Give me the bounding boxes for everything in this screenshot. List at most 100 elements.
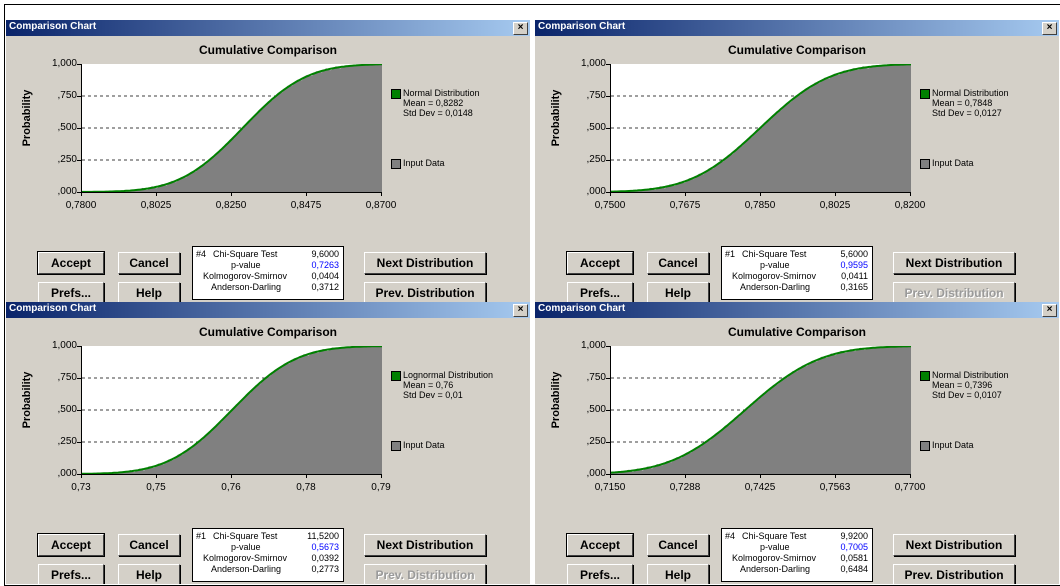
ks-value: 0,0411: [841, 271, 868, 281]
help-button[interactable]: Help: [647, 282, 709, 302]
title-bar: Comparison Chart ×: [535, 302, 1059, 318]
goodness-of-fit-stats: #4 Chi-Square Test 9,6000 p-value 0,7263 Kolm…: [192, 246, 344, 300]
accept-button[interactable]: Accept: [37, 251, 105, 275]
ks-value: 0,0581: [840, 553, 868, 563]
ks-label: Kolmogorov-Smirnov: [732, 271, 817, 281]
accept-button[interactable]: Accept: [37, 533, 105, 557]
chi-square-value: 9,6000: [311, 249, 339, 259]
y-tick-mark: [606, 346, 610, 347]
accept-button[interactable]: Accept: [566, 251, 634, 275]
y-axis-label: Probability: [550, 371, 562, 429]
chi-square-label: Chi-Square Test: [213, 531, 278, 541]
distribution-curve: [611, 346, 911, 474]
y-tick-label: ,750: [57, 372, 77, 383]
prev-distribution-button[interactable]: Prev. Distribution: [364, 282, 486, 302]
cancel-button[interactable]: Cancel: [118, 252, 180, 274]
chi-square-value: 11,5200: [307, 531, 339, 541]
cumulative-chart: [82, 346, 382, 474]
ad-value: 0,3165: [840, 282, 868, 292]
x-tick-label: 0,7288: [669, 482, 701, 493]
y-tick-mark: [77, 160, 81, 161]
legend-stddev: Std Dev = 0,0148: [403, 108, 473, 118]
y-tick-label: ,000: [57, 468, 77, 479]
x-tick-mark: [231, 192, 232, 196]
y-tick-label: ,750: [586, 372, 606, 383]
legend-swatch-gray: [391, 441, 401, 451]
legend-dist-name: Normal Distribution: [403, 88, 480, 98]
x-tick-label: 0,76: [221, 482, 241, 493]
close-icon[interactable]: ×: [1042, 304, 1057, 317]
y-tick-label: ,250: [586, 436, 606, 447]
legend-swatch-green: [920, 371, 930, 381]
p-value-label: p-value: [760, 542, 790, 552]
next-distribution-button[interactable]: Next Distribution: [364, 252, 486, 274]
legend-dist-name: Normal Distribution: [932, 88, 1009, 98]
y-tick-label: ,000: [586, 186, 606, 197]
prefs-button[interactable]: Prefs...: [38, 282, 104, 302]
input-data-area: [611, 346, 911, 474]
chart-title: Cumulative Comparison: [727, 43, 867, 57]
y-tick-mark: [77, 192, 81, 193]
legend-stddev: Std Dev = 0,01: [403, 390, 463, 400]
x-tick-mark: [610, 474, 611, 478]
next-distribution-button[interactable]: Next Distribution: [893, 534, 1015, 556]
x-tick-label: 0,7500: [594, 200, 626, 211]
next-distribution-button[interactable]: Next Distribution: [364, 534, 486, 556]
ad-label: Anderson-Darling: [211, 282, 282, 292]
prefs-button[interactable]: Prefs...: [38, 564, 104, 584]
x-tick-label: 0,7563: [819, 482, 851, 493]
help-button[interactable]: Help: [647, 564, 709, 584]
ad-value: 0,3712: [311, 282, 339, 292]
x-tick-mark: [81, 192, 82, 196]
legend-mean: Mean = 0,8282: [403, 98, 464, 108]
prefs-button[interactable]: Prefs...: [567, 282, 633, 302]
chi-square-value: 5,6000: [840, 249, 868, 259]
prev-distribution-button[interactable]: Prev. Distribution: [893, 564, 1015, 584]
cancel-button[interactable]: Cancel: [647, 534, 709, 556]
x-tick-mark: [306, 192, 307, 196]
x-tick-mark: [381, 192, 382, 196]
x-tick-label: 0,8025: [819, 200, 851, 211]
ks-label: Kolmogorov-Smirnov: [203, 553, 288, 563]
legend-dist-name: Lognormal Distribution: [403, 370, 494, 380]
y-tick-mark: [606, 192, 610, 193]
y-tick-label: ,500: [586, 122, 606, 133]
x-tick-label: 0,8475: [290, 200, 322, 211]
ad-value: 0,2773: [311, 564, 339, 574]
close-icon[interactable]: ×: [513, 304, 528, 317]
y-tick-label: 1,000: [51, 340, 77, 351]
x-tick-label: 0,7850: [744, 200, 776, 211]
y-tick-label: 1,000: [580, 58, 606, 69]
close-icon[interactable]: ×: [1042, 22, 1057, 35]
x-tick-mark: [156, 192, 157, 196]
y-tick-label: ,000: [586, 468, 606, 479]
distribution-curve: [611, 64, 911, 192]
legend-swatch-gray: [391, 159, 401, 169]
y-tick-mark: [77, 128, 81, 129]
legend-input-label: Input Data: [403, 158, 445, 168]
accept-button[interactable]: Accept: [566, 533, 634, 557]
legend-input-data: Input Data: [391, 440, 445, 451]
legend-swatch-gray: [920, 159, 930, 169]
close-icon[interactable]: ×: [513, 22, 528, 35]
legend-input-label: Input Data: [932, 158, 974, 168]
ks-label: Kolmogorov-Smirnov: [732, 553, 817, 563]
x-tick-label: 0,7800: [65, 200, 97, 211]
help-button[interactable]: Help: [118, 564, 180, 584]
test-rank: #1: [725, 249, 736, 259]
y-tick-label: ,250: [586, 154, 606, 165]
x-tick-label: 0,7675: [669, 200, 701, 211]
chart-title: Cumulative Comparison: [727, 325, 867, 339]
test-rank: #4: [725, 531, 736, 541]
prefs-button[interactable]: Prefs...: [567, 564, 633, 584]
next-distribution-button[interactable]: Next Distribution: [893, 252, 1015, 274]
window-title: Comparison Chart: [9, 21, 97, 32]
cancel-button[interactable]: Cancel: [118, 534, 180, 556]
y-tick-mark: [77, 474, 81, 475]
cancel-button[interactable]: Cancel: [647, 252, 709, 274]
y-axis-label: Probability: [550, 89, 562, 147]
chart-plot-area: [610, 64, 911, 193]
x-tick-label: 0,7150: [594, 482, 626, 493]
help-button[interactable]: Help: [118, 282, 180, 302]
